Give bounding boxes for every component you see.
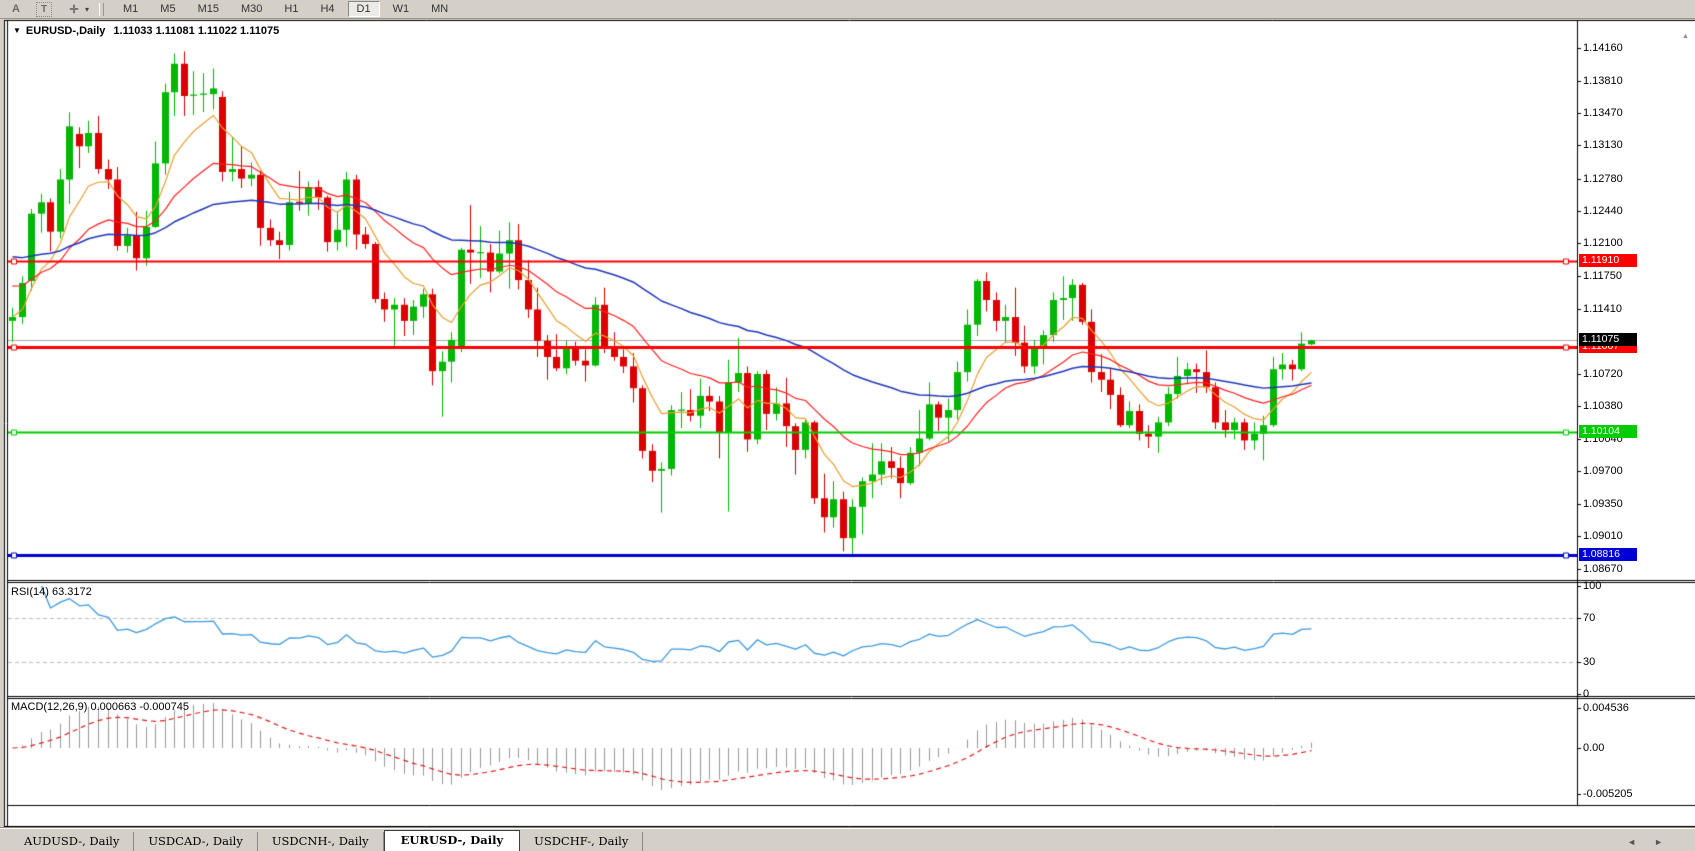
timeframe-button-group: M1 M5 M15 M30 H1 H4 D1 W1 MN [112, 1, 459, 17]
price-tick-label: 1.10380 [1583, 400, 1623, 412]
symbol-period-label: EURUSD-,Daily [25, 25, 106, 37]
text-tool-icon[interactable]: T [36, 1, 52, 17]
tab-eurusd[interactable]: EURUSD-, Daily [383, 830, 521, 851]
price-tick-label: 1.09700 [1583, 465, 1623, 477]
chart-dropdown-icon[interactable]: ▼ [13, 26, 21, 35]
tab-usdchf[interactable]: USDCHF-, Daily [520, 832, 644, 851]
top-toolbar: A T ✛ ▾ M1 M5 M15 M30 H1 H4 D1 W1 MN [0, 0, 1695, 19]
rsi-tick-label: 70 [1583, 612, 1596, 624]
toolbar-grip [99, 2, 105, 16]
timeframe-button-h1[interactable]: H1 [284, 3, 299, 15]
timeframe-button-d1[interactable]: D1 [347, 1, 380, 17]
rsi-tick-label: 100 [1583, 580, 1602, 592]
tab-scroll-right-icon[interactable]: ► [1654, 837, 1681, 847]
tab-scroll-arrows: ◄► [1627, 837, 1681, 847]
indicator-tool-icon[interactable]: ✛ [69, 3, 79, 16]
price-tick-label: 1.13810 [1583, 75, 1623, 87]
ohlc-values: 1.11033 1.11081 1.11022 1.11075 [113, 25, 280, 37]
macd-tick-label: 0.00 [1583, 742, 1605, 754]
cursor-tool-icon[interactable]: A [12, 3, 20, 15]
chart-tab-bar: AUDUSD-, Daily USDCAD-, Daily USDCNH-, Dai… [0, 827, 1695, 851]
price-tick-label: 1.11750 [1583, 270, 1622, 282]
price-tick-label: 1.08670 [1583, 563, 1623, 575]
price-tick-label: 1.09010 [1583, 530, 1623, 542]
hline-price-marker: 1.08816 [1579, 548, 1637, 561]
price-tick-label: 1.14160 [1583, 42, 1623, 54]
tab-usdcad[interactable]: USDCAD-, Daily [134, 832, 258, 851]
timeframe-button-m5[interactable]: M5 [160, 3, 176, 15]
tab-audusd[interactable]: AUDUSD-, Daily [10, 832, 135, 851]
price-tick-label: 1.11410 [1583, 303, 1622, 315]
current-price-marker: 1.11075 [1579, 333, 1637, 346]
chart-shift-marker-icon: ▲ [1682, 33, 1689, 40]
price-tick-label: 1.09350 [1583, 498, 1623, 510]
macd-tick-label: 0.004536 [1583, 702, 1629, 714]
macd-indicator-label: MACD(12,26,9) 0.000663 -0.000745 [11, 701, 189, 713]
chart-title: ▼ EURUSD-,Daily 1.11033 1.11081 1.11022 1.… [13, 25, 279, 37]
tab-scroll-left-icon[interactable]: ◄ [1627, 837, 1655, 847]
timeframe-button-w1[interactable]: W1 [392, 3, 410, 15]
timeframe-button-m1[interactable]: M1 [123, 3, 139, 15]
price-tick-label: 1.12780 [1583, 173, 1623, 185]
price-tick-label: 1.10720 [1583, 368, 1623, 380]
rsi-indicator-label: RSI(14) 63.3172 [11, 586, 92, 598]
price-tick-label: 1.13470 [1583, 107, 1623, 119]
price-tick-label: 1.12100 [1583, 237, 1623, 249]
timeframe-button-m30[interactable]: M30 [240, 3, 263, 15]
hline-price-marker: 1.10104 [1579, 425, 1637, 438]
price-tick-label: 1.12440 [1583, 205, 1623, 217]
timeframe-button-mn[interactable]: MN [431, 3, 449, 15]
chevron-down-icon[interactable]: ▾ [85, 4, 90, 14]
timeframe-button-h4[interactable]: H4 [320, 3, 335, 15]
tab-usdcnh[interactable]: USDCNH-, Daily [258, 832, 384, 851]
macd-tick-label: -0.005205 [1583, 788, 1633, 800]
timeframe-button-m15[interactable]: M15 [197, 3, 219, 15]
rsi-tick-label: 30 [1583, 656, 1596, 668]
rsi-tick-label: 0 [1583, 688, 1590, 700]
hline-price-marker: 1.11910 [1579, 254, 1637, 267]
price-tick-label: 1.13130 [1583, 139, 1623, 151]
chart-tabs: AUDUSD-, Daily USDCAD-, Daily USDCNH-, Dai… [10, 830, 644, 851]
